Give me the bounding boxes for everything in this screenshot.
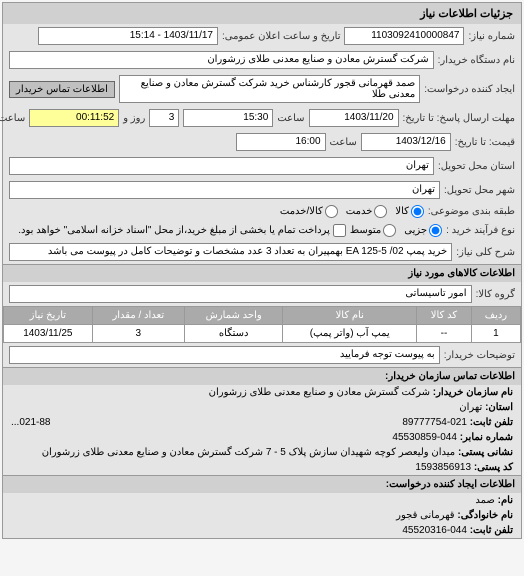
contact-header: اطلاعات تماس سازمان خریدار: [3,367,521,385]
radio-goods-input[interactable] [411,205,424,218]
price-deadline-label: قیمت: تا تاریخ: [455,137,515,148]
radio-goods[interactable]: کالا [395,205,424,218]
cell-qty: 3 [92,325,184,343]
col-qty: تعداد / مقدار [92,307,184,325]
days-field: 3 [149,109,179,127]
price-date-field: 1403/12/16 [361,133,451,151]
radio-both-input[interactable] [325,205,338,218]
name-line: نام: صمد [3,493,521,508]
subject-label: شرح کلی نیاز: [456,247,515,258]
cell-unit: دستگاه [184,325,283,343]
radio-service[interactable]: خدمت [346,205,388,218]
address-line: نشانی پستی: میدان ولیعصر کوچه شهیدان ساز… [3,445,521,460]
buyer-org-label: نام دستگاه خریدار: [438,55,515,66]
process-checkbox-input[interactable] [333,224,346,237]
col-code: کد کالا [417,307,472,325]
table-row: 1 -- یمپ آب (واتر پمپ) دستگاه 3 1403/11/… [4,325,521,343]
phone-line: تلفن ثابت: 021-89777754 021-88... [3,415,521,430]
fax-line: شماره نمابر: 044-45530859 [3,430,521,445]
radio-service-input[interactable] [374,205,387,218]
org-name-line: نام سازمان خریدار: شرکت گسترش معادن و صن… [3,385,521,400]
cell-code: -- [417,325,472,343]
req-phone-line: تلفن ثابت: 044-45520316 [3,523,521,538]
col-date: تاریخ نیاز [4,307,93,325]
cell-date: 1403/11/25 [4,325,93,343]
time-label-2: ساعت [330,137,357,148]
days-label: روز و [123,113,145,124]
requester-field: صمد قهرمانی قجور کارشناس خرید شرکت گسترش… [119,75,420,103]
col-row: ردیف [471,307,520,325]
radio-medium-input[interactable] [383,224,396,237]
requester-header: اطلاعات ایجاد کننده درخواست: [3,475,521,493]
subject-field: خرید پمپ 02/ EA 125-5 بهمپیران به تعداد … [9,243,452,261]
remaining-time-field: 00:11:52 [29,109,119,127]
req-number-field: 1103092410000847 [344,27,464,45]
group-field: امور تاسیساتی [9,285,472,303]
announce-label: تاریخ و ساعت اعلان عمومی: [222,31,341,42]
delivery-city-label: شهر محل تحویل: [444,185,515,196]
panel-header: جزئیات اطلاعات نیاز [3,3,521,24]
process-label: نوع فرآیند خرید : [446,225,515,236]
price-time-field: 16:00 [236,133,326,151]
category-label: طبقه بندی موضوعی: [428,206,515,217]
req-number-label: شماره نیاز: [468,31,515,42]
time-label-1: ساعت [277,113,304,124]
radio-partial[interactable]: جزیی [404,224,442,237]
main-panel: جزئیات اطلاعات نیاز شماره نیاز: 11030924… [2,2,522,539]
remaining-label: ساعت باقی مانده [0,113,25,124]
surname-line: نام خانوادگی: قهرمانی قجور [3,508,521,523]
buyer-org-field: شرکت گسترش معادن و صنایع معدنی طلای زرشو… [9,51,434,69]
postal-line: کد پستی: 1593856913 [3,460,521,475]
response-time-field: 15:30 [183,109,273,127]
response-deadline-label: مهلت ارسال پاسخ: تا تاریخ: [403,113,515,124]
radio-medium[interactable]: متوسط [350,224,396,237]
col-unit: واحد شمارش [184,307,283,325]
radio-partial-input[interactable] [429,224,442,237]
requester-label: ایجاد کننده درخواست: [424,84,515,95]
col-name: نام کالا [283,307,417,325]
cell-name: یمپ آب (واتر پمپ) [283,325,417,343]
goods-table: ردیف کد کالا نام کالا واحد شمارش تعداد /… [3,306,521,343]
attach-note-field: به پیوست توجه فرمایید [9,346,440,364]
category-radio-group: کالا خدمت کالا/خدمت [280,205,424,218]
cell-row: 1 [471,325,520,343]
attach-note-label: توضیحات خریدار: [444,350,515,361]
response-date-field: 1403/11/20 [309,109,399,127]
delivery-province-field: تهران [9,157,434,175]
table-header-row: ردیف کد کالا نام کالا واحد شمارش تعداد /… [4,307,521,325]
group-label: گروه کالا: [476,289,515,300]
delivery-province-label: استان محل تحویل: [438,161,515,172]
radio-both[interactable]: کالا/خدمت [280,205,338,218]
province-line: استان: تهران [3,400,521,415]
process-checkbox[interactable]: پرداخت تمام یا بخشی از مبلغ خرید،از محل … [18,224,346,237]
process-radio-group: جزیی متوسط [350,224,442,237]
contact-button[interactable]: اطلاعات تماس خریدار [9,81,115,98]
delivery-city-field: تهران [9,181,440,199]
announce-field: 1403/11/17 - 15:14 [38,27,218,45]
goods-header: اطلاعات کالاهای مورد نیاز [3,264,521,282]
